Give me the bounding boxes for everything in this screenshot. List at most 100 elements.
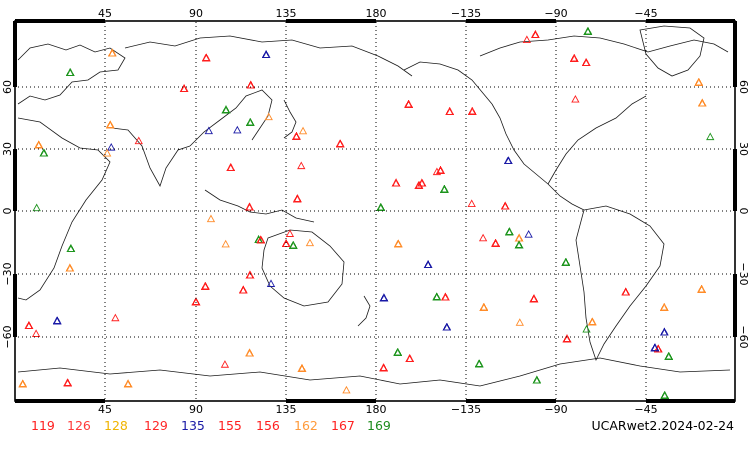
- left-lat-label: −30: [1, 262, 14, 285]
- top-lon-label: 180: [366, 7, 387, 20]
- right-lat-label: −60: [737, 325, 750, 348]
- station-markers: [18, 27, 715, 399]
- legend: 119 126 128 129 135 155 156 162 167 169: [31, 418, 391, 433]
- station-marker: [220, 360, 230, 368]
- station-marker: [440, 185, 449, 193]
- bottom-lon-label: 90: [189, 403, 203, 416]
- station-marker: [394, 239, 403, 248]
- left-lat-label: 30: [1, 142, 14, 156]
- station-marker: [514, 240, 524, 249]
- coastline-africa-east: [17, 117, 111, 301]
- legend-entry: 155: [218, 418, 242, 433]
- station-marker: [417, 178, 427, 187]
- coastline-indonesia: [204, 189, 315, 223]
- bottom-lon-label: 135: [276, 403, 297, 416]
- station-marker: [297, 364, 307, 372]
- top-lon-label: −135: [451, 7, 481, 20]
- station-marker: [108, 48, 117, 57]
- coastline-greenland: [639, 25, 705, 77]
- top-lon-label: 45: [98, 7, 112, 20]
- right-lat-label: 30: [737, 142, 750, 156]
- station-marker: [515, 318, 524, 326]
- station-marker: [529, 294, 539, 303]
- station-marker: [405, 354, 414, 362]
- station-marker: [221, 239, 230, 248]
- station-marker: [31, 329, 41, 337]
- bottom-lon-label: 45: [98, 403, 112, 416]
- station-marker: [65, 263, 75, 272]
- station-marker: [475, 359, 484, 368]
- station-marker: [582, 58, 591, 66]
- station-marker: [123, 379, 133, 388]
- legend-entry: 169: [367, 418, 391, 433]
- station-marker: [414, 181, 424, 189]
- right-lat-label: −30: [737, 262, 750, 285]
- right-lat-label: 0: [737, 208, 750, 215]
- station-marker: [292, 132, 301, 140]
- station-marker: [445, 107, 454, 115]
- station-marker: [432, 292, 441, 301]
- legend-entry: 135: [181, 418, 205, 433]
- bottom-lon-label: −135: [451, 403, 481, 416]
- coastline-canada-arctic: [479, 35, 729, 57]
- right-lat-label: 60: [737, 80, 750, 94]
- legend-entry: 126: [67, 418, 91, 433]
- station-marker: [501, 201, 510, 210]
- station-marker: [226, 163, 235, 171]
- station-marker: [562, 334, 572, 343]
- station-marker: [233, 125, 242, 134]
- coastline-europe: [17, 43, 126, 105]
- station-marker: [305, 238, 315, 247]
- station-marker: [436, 166, 445, 174]
- station-marker: [298, 126, 308, 135]
- station-marker: [505, 227, 514, 236]
- station-marker: [522, 35, 532, 44]
- station-marker: [706, 132, 715, 141]
- station-marker: [201, 282, 210, 290]
- station-marker: [24, 321, 34, 329]
- station-marker: [285, 229, 295, 237]
- station-marker: [34, 140, 43, 149]
- coastline-na-east: [547, 95, 647, 185]
- station-marker: [245, 202, 254, 211]
- station-marker: [504, 156, 513, 165]
- station-marker: [571, 94, 580, 103]
- left-lat-label: −60: [1, 325, 14, 348]
- top-longitude-labels: 45 90 135 180 −135 −90 −45: [98, 7, 658, 20]
- station-marker: [32, 203, 41, 212]
- station-marker: [66, 244, 76, 252]
- station-marker: [660, 303, 669, 311]
- coastline-east-asia: [189, 89, 273, 147]
- station-marker: [289, 241, 298, 249]
- station-marker: [694, 77, 703, 86]
- legend-entry: 167: [331, 418, 355, 433]
- station-marker: [654, 344, 663, 353]
- coastline-alaska: [403, 61, 493, 105]
- station-marker: [660, 327, 669, 336]
- coastline-south-america: [575, 205, 665, 362]
- station-marker: [391, 178, 401, 187]
- station-marker: [583, 27, 593, 35]
- station-marker: [53, 316, 62, 325]
- station-marker: [39, 148, 49, 157]
- right-latitude-labels: 60 30 0 −30 −60: [737, 80, 750, 349]
- coastline-australia: [261, 229, 345, 307]
- station-marker: [561, 258, 571, 266]
- station-marker: [698, 98, 707, 107]
- station-marker: [106, 120, 115, 129]
- station-marker: [264, 112, 273, 121]
- station-marker: [467, 199, 476, 207]
- bottom-lon-label: −90: [544, 403, 567, 416]
- station-marker: [202, 53, 211, 62]
- coastline-antarctica: [17, 357, 731, 387]
- top-lon-label: 90: [189, 7, 203, 20]
- station-marker: [432, 167, 442, 176]
- station-marker: [524, 230, 533, 238]
- legend-entry: 129: [144, 418, 168, 433]
- station-marker: [297, 161, 306, 170]
- station-marker: [336, 139, 345, 148]
- coastline-siberia: [124, 35, 413, 77]
- top-lon-label: −45: [634, 7, 657, 20]
- station-marker: [246, 80, 255, 89]
